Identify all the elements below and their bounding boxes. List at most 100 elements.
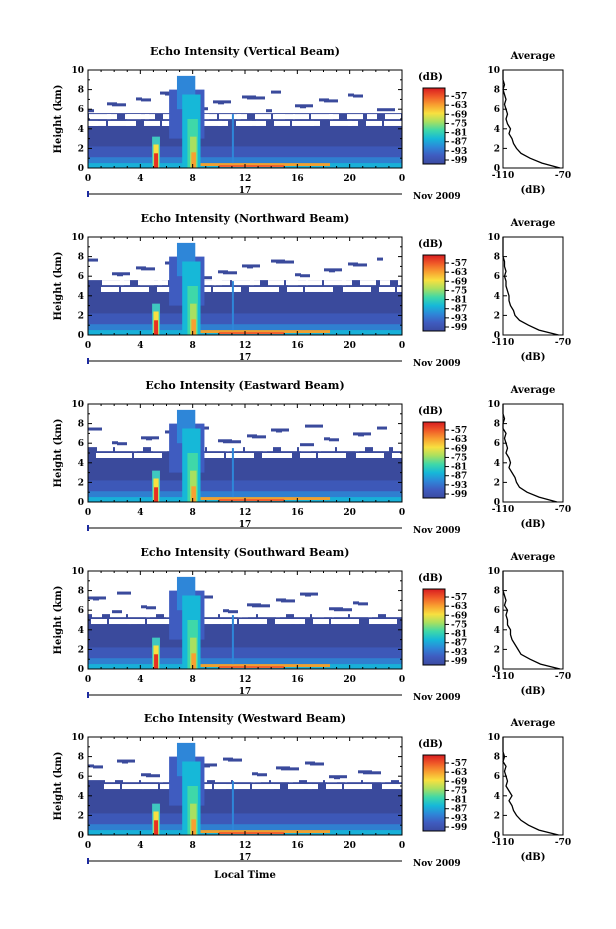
- echo-speckle: [266, 109, 272, 113]
- echo-speckle: [276, 598, 286, 602]
- echo-gap: [332, 612, 348, 618]
- echo-gap: [392, 453, 402, 458]
- echo-speckle: [223, 609, 229, 613]
- colorbar-tick-label: -57: [451, 426, 467, 436]
- x-tick-label: 0: [85, 341, 91, 351]
- avg-y-tick-label: 6: [494, 772, 500, 782]
- y-tick-label: 4: [78, 459, 84, 469]
- x-tick-label: 8: [190, 675, 196, 685]
- echo-speckle: [295, 104, 313, 108]
- avg-x-tick-label: -110: [492, 838, 515, 848]
- echo-speckle: [88, 427, 102, 431]
- average-frame: [502, 570, 564, 670]
- beam-panel: Echo Intensity (Vertical Beam) 0 2 4 6 8 10 0 4 8…: [53, 45, 571, 202]
- colorbar-tick-label: -99: [451, 323, 467, 333]
- echo-gap: [214, 280, 230, 286]
- echo-gap: [349, 619, 359, 625]
- echo-gap: [219, 114, 241, 120]
- echo-gap: [318, 453, 340, 458]
- surface-echo: [218, 832, 285, 835]
- y-tick-label: 10: [71, 733, 84, 743]
- avg-y-tick-label: 8: [494, 86, 500, 96]
- echo-gap: [276, 612, 286, 618]
- echo-speckle: [141, 605, 147, 609]
- echo-speckle: [165, 261, 171, 265]
- x-tick-label: 0: [399, 174, 405, 184]
- echo-gap: [129, 619, 145, 625]
- echo-speckle: [88, 258, 98, 262]
- colorbar-tick-label: -93: [451, 314, 467, 324]
- echo-gap: [362, 784, 372, 790]
- avg-y-tick-label: 0: [494, 831, 500, 841]
- x-tick-label: 12: [239, 174, 252, 184]
- colorbar-tick-label: -87: [451, 305, 467, 315]
- echo-gap: [227, 446, 243, 452]
- average-profile-line: [502, 571, 561, 670]
- echo-gap: [379, 286, 395, 292]
- echo-gap: [107, 114, 117, 120]
- echo-gap: [128, 612, 150, 618]
- x-tick-label: 0: [85, 841, 91, 851]
- echo-streak: [231, 114, 234, 164]
- echo-gap: [142, 784, 158, 790]
- echo-speckle: [247, 434, 257, 438]
- colorbar-tick-label: -75: [451, 453, 467, 463]
- echo-gap: [258, 612, 280, 618]
- colorbar-tick-label: -87: [451, 138, 467, 148]
- average-x-label: (dB): [521, 686, 546, 697]
- x-tick-label: 20: [343, 508, 356, 518]
- avg-x-tick-label: -110: [492, 171, 515, 181]
- echo-gap: [385, 114, 401, 120]
- echo-gap: [244, 453, 254, 458]
- echo-gap: [398, 280, 402, 286]
- average-x-label: (dB): [521, 185, 546, 196]
- echo-gap: [213, 286, 235, 292]
- y-tick-label: 8: [78, 253, 84, 263]
- y-tick-label: 4: [78, 292, 84, 302]
- echo-gap: [314, 612, 324, 618]
- x-tick-label: 16: [291, 174, 304, 184]
- echo-gap: [194, 280, 216, 286]
- echo-gap: [292, 120, 314, 126]
- colorbar-tick-label: -81: [451, 796, 467, 806]
- echo-gap: [103, 286, 119, 292]
- echo-gap: [122, 784, 144, 790]
- echo-gap: [231, 286, 241, 292]
- heatmap-field: [88, 742, 402, 835]
- echo-gap: [202, 612, 218, 618]
- echo-gap: [336, 453, 346, 458]
- echo-gap: [350, 612, 372, 618]
- echo-gap: [251, 286, 273, 292]
- echo-gap: [363, 777, 385, 783]
- avg-y-tick-label: 2: [494, 311, 500, 321]
- echo-speckle: [88, 764, 94, 768]
- echo-gap: [133, 446, 143, 452]
- echo-gap: [147, 619, 169, 625]
- colorbar-tick-label: -69: [451, 611, 467, 621]
- echo-gap: [288, 280, 298, 286]
- echo-gap: [245, 446, 267, 452]
- colorbar-tick-label: -93: [451, 648, 467, 658]
- echo-gap: [293, 114, 309, 120]
- x-tick-label: 20: [343, 341, 356, 351]
- echo-speckle: [247, 603, 261, 607]
- echo-gap: [104, 784, 120, 790]
- echo-speckle: [228, 610, 238, 614]
- echo-gap: [207, 446, 229, 452]
- echo-speckle: [377, 108, 395, 112]
- y-axis-label: Height (km): [53, 419, 64, 488]
- echo-speckle: [146, 606, 156, 610]
- avg-y-tick-label: 10: [487, 66, 500, 76]
- echo-streak: [231, 781, 234, 831]
- echo-gap: [319, 446, 335, 452]
- y-axis-label: Height (km): [53, 586, 64, 655]
- echo-speckle: [252, 435, 266, 439]
- avg-y-tick-label: 2: [494, 645, 500, 655]
- echo-speckle: [305, 424, 323, 428]
- x-tick-label: 16: [291, 508, 304, 518]
- date-label: Nov 2009: [413, 192, 461, 202]
- x-tick-label: 12: [239, 508, 252, 518]
- y-tick-label: 0: [78, 498, 84, 508]
- x-tick-label: 20: [343, 174, 356, 184]
- echo-gap: [311, 114, 333, 120]
